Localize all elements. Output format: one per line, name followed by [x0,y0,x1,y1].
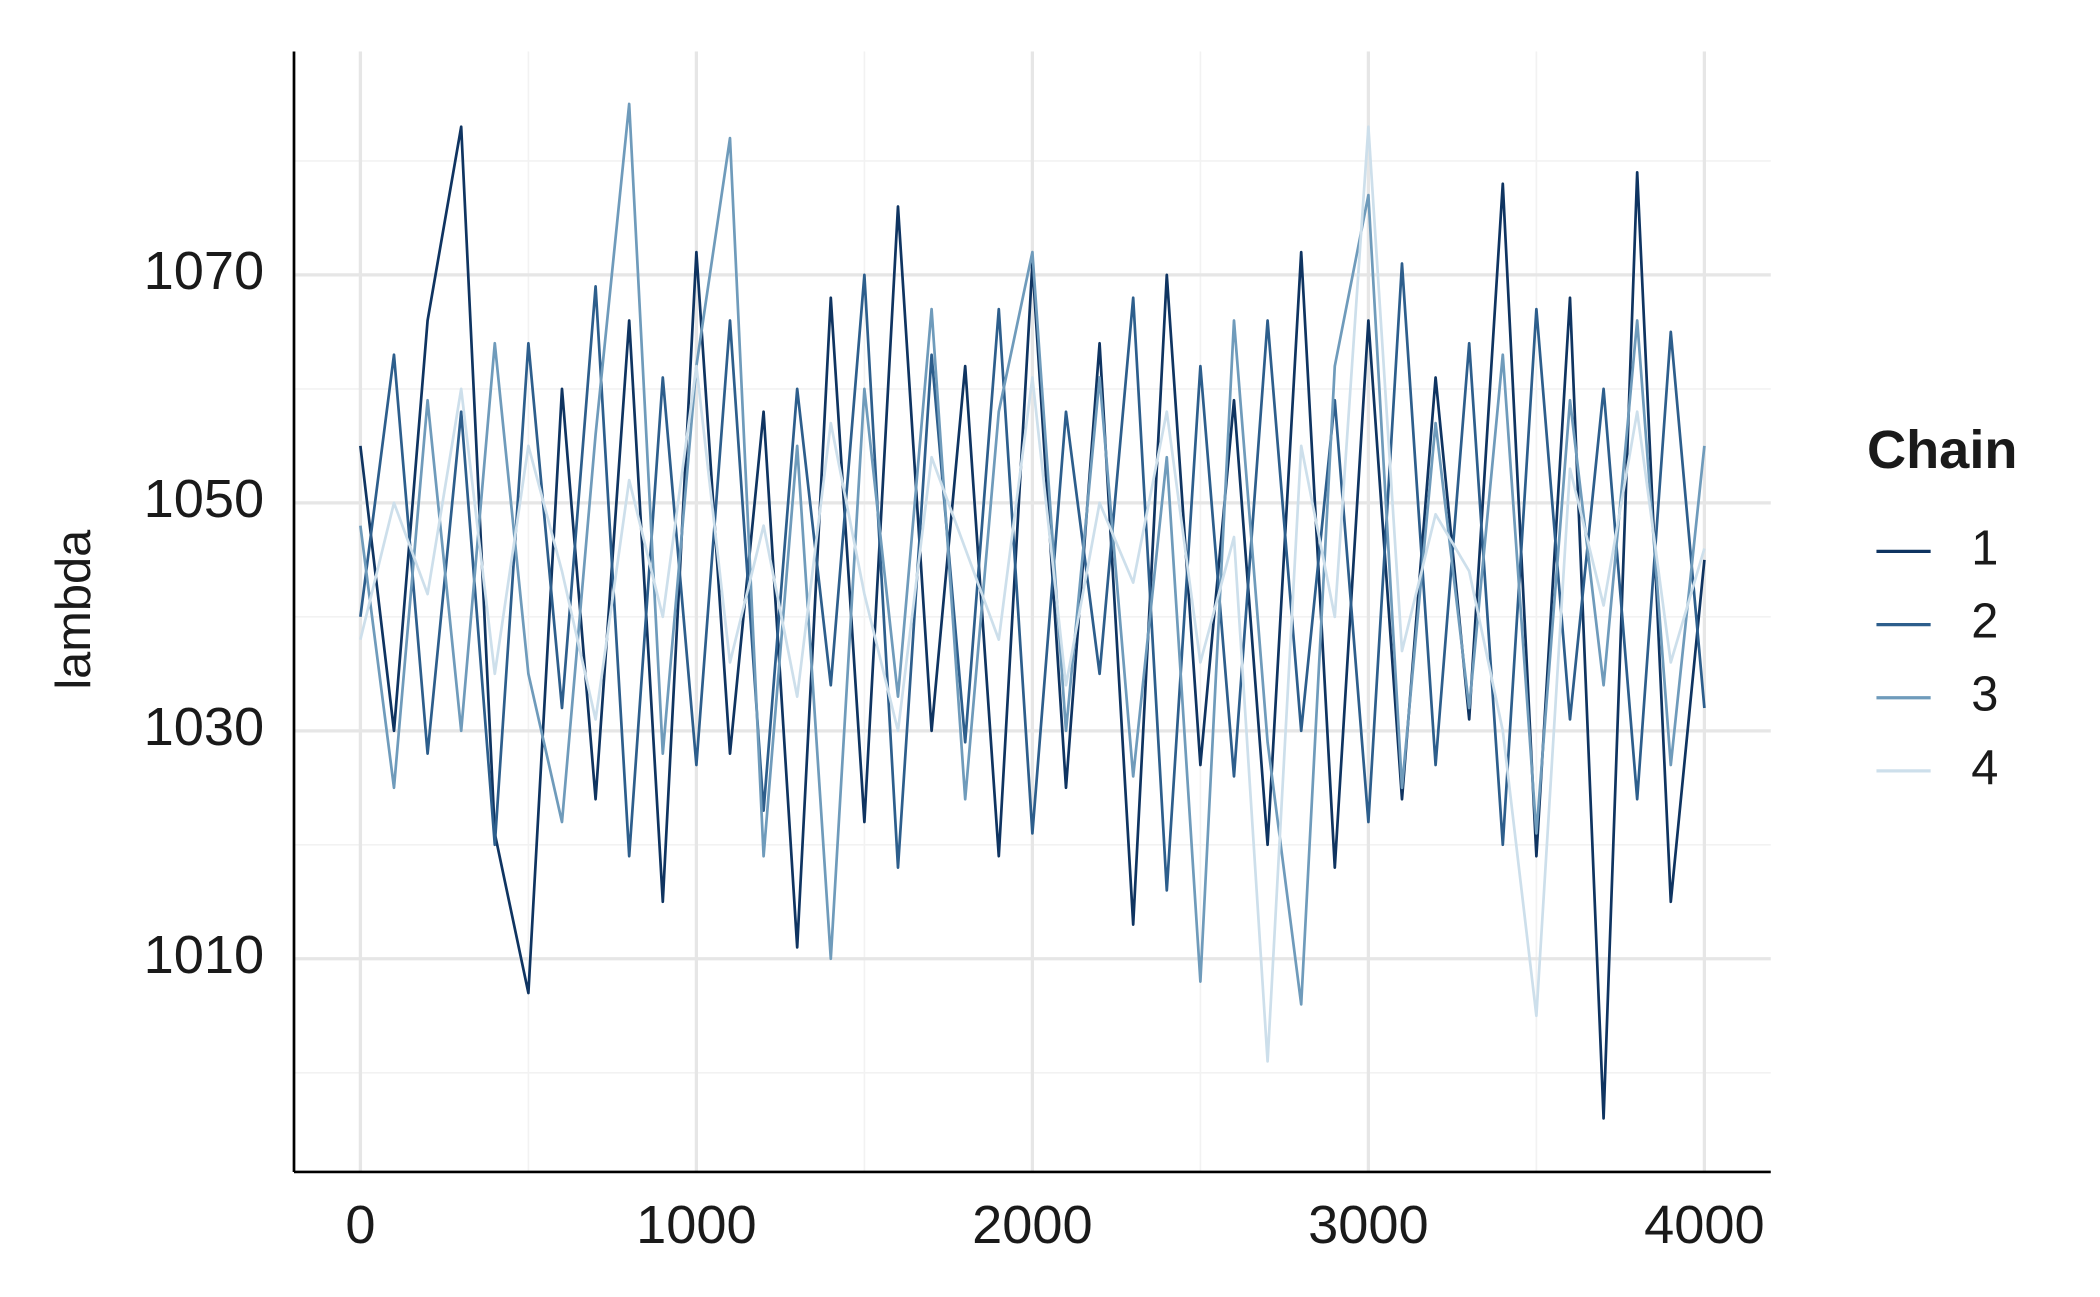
x-tick-label: 0 [345,1195,375,1255]
y-tick-label: 1050 [144,469,265,529]
x-tick-label: 3000 [1308,1195,1429,1255]
series-line [359,102,1706,1006]
legend-label: 2 [1971,594,1998,648]
x-tick-label: 4000 [1644,1195,1765,1255]
x-tick-label: 1000 [636,1195,757,1255]
legend-label: 1 [1971,521,1998,575]
legend-title: Chain [1867,420,2018,480]
legend-label: 3 [1971,668,1998,722]
series-line [359,125,1706,1063]
y-axis-title: lambda [47,529,101,690]
legend-label: 4 [1971,741,1998,795]
series-line [359,262,1706,892]
y-tick-label: 1030 [144,697,265,757]
y-tick-label: 1070 [144,241,265,301]
y-tick-label: 1010 [144,925,265,985]
x-tick-label: 2000 [972,1195,1093,1255]
